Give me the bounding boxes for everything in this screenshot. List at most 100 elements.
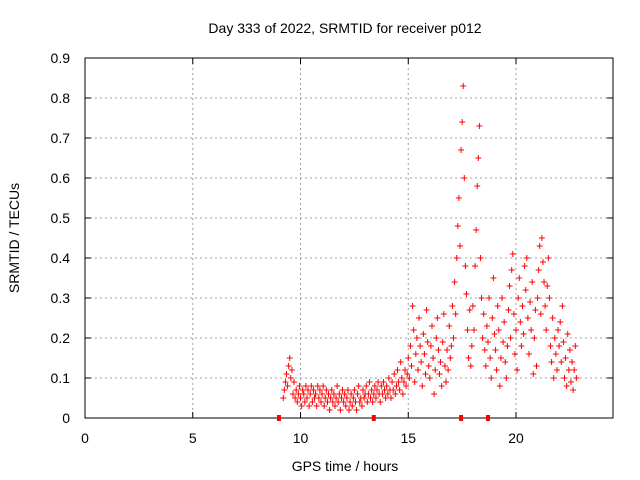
data-point [396,387,403,393]
data-point [398,375,405,381]
data-point [341,391,348,397]
data-point [416,315,423,321]
data-point [308,383,315,389]
data-point [298,403,305,409]
data-point [475,155,482,161]
data-point [450,335,457,341]
data-point [382,395,389,401]
data-point [366,379,373,385]
data-point [509,251,516,257]
data-point [546,295,553,301]
data-point [389,379,396,385]
data-point [472,263,479,269]
data-point [360,387,367,393]
data-point [474,183,481,189]
data-point [430,355,437,361]
y-tick-label: 0.5 [51,210,71,226]
data-point [328,387,335,393]
data-point [564,331,571,337]
data-point [364,399,371,405]
data-point [545,255,552,261]
data-point [539,259,546,265]
data-point [390,387,397,393]
data-point [459,119,466,125]
data-point [476,123,483,129]
data-point [331,403,338,409]
data-point [356,399,363,405]
data-point [517,319,524,325]
data-point [467,363,474,369]
data-point [486,295,493,301]
data-point [284,383,291,389]
data-point [516,275,523,281]
data-point [514,367,521,373]
y-tick-label: 0.4 [51,250,71,266]
x-tick-label: 10 [293,430,309,446]
data-point [377,399,384,405]
data-point [571,367,578,373]
data-point [424,339,431,345]
data-point [321,403,328,409]
data-point [520,331,527,337]
data-point [455,195,462,201]
data-point [440,311,447,317]
data-point [496,383,503,389]
data-point [385,375,392,381]
data-point [570,387,577,393]
data-point [464,327,471,333]
data-point [423,307,430,313]
data-point [292,395,299,401]
data-point [417,343,424,349]
data-point [463,291,470,297]
data-point [447,355,454,361]
data-point [361,395,368,401]
data-point [544,283,551,289]
data-point [324,399,331,405]
data-point [466,307,473,313]
data-point [482,363,489,369]
data-point [480,311,487,317]
data-point [381,387,388,393]
data-point [346,407,352,413]
data-point [335,399,342,405]
data-point [420,331,427,337]
y-tick-label: 0.6 [51,170,71,186]
data-point [448,343,455,349]
data-point [316,387,323,393]
data-point [487,355,494,361]
data-point [527,299,534,305]
data-point [421,351,428,357]
data-point [281,387,288,393]
data-point [342,403,349,409]
data-point [536,243,543,249]
data-point [533,363,540,369]
data-point [550,375,557,381]
data-point [306,403,313,409]
data-point [557,319,564,325]
data-point [458,147,465,153]
data-point [418,359,425,365]
data-point [521,263,528,269]
data-point [485,339,492,345]
data-point [452,311,459,317]
data-point [481,347,488,353]
data-point [336,391,343,397]
y-tick-label: 0 [62,410,70,426]
data-point [351,387,358,393]
data-point [334,383,341,389]
data-point [343,395,350,401]
data-point [469,303,476,309]
chart-title: Day 333 of 2022, SRMTID for receiver p01… [208,20,481,36]
data-point [551,335,558,341]
data-point [323,387,330,393]
data-point [395,379,402,385]
data-point [344,387,351,393]
data-point [531,335,538,341]
data-point [572,343,579,349]
data-point [518,343,525,349]
data-point [503,375,510,381]
data-point [283,371,290,377]
data-point [326,407,333,413]
data-point [501,319,508,325]
